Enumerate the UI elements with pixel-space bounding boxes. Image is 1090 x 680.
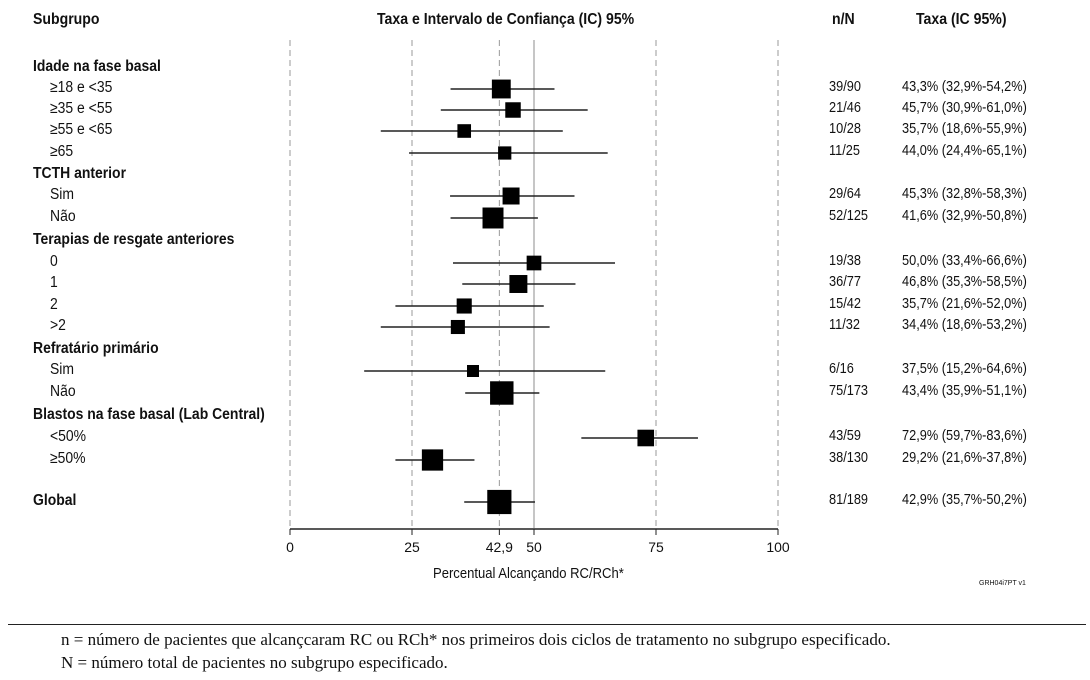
rate-ci: 34,4% (18,6%-53,2%) xyxy=(902,317,1027,333)
rate-ci: 44,0% (24,4%-65,1%) xyxy=(902,143,1027,159)
x-tick-label: 100 xyxy=(766,539,790,555)
rate-ci: 35,7% (21,6%-52,0%) xyxy=(902,296,1027,312)
x-tick-label: 50 xyxy=(526,539,542,555)
rate-ci: 43,4% (35,9%-51,1%) xyxy=(902,383,1027,399)
n-over-N: 10/28 xyxy=(829,121,861,137)
group-label: Terapias de resgate anteriores xyxy=(33,231,235,248)
subgroup-label: 2 xyxy=(50,296,58,313)
rate-ci: 45,3% (32,8%-58,3%) xyxy=(902,186,1027,202)
estimate-marker xyxy=(491,79,511,99)
rate-ci: 41,6% (32,9%-50,8%) xyxy=(902,208,1027,224)
n-over-N: 15/42 xyxy=(829,296,861,312)
rate-ci: 43,3% (32,9%-54,2%) xyxy=(902,79,1027,95)
estimate-marker xyxy=(502,187,520,205)
overall-label: Global xyxy=(33,492,77,509)
n-over-N: 6/16 xyxy=(829,361,854,377)
estimate-marker xyxy=(637,429,655,447)
subgroup-label: <50% xyxy=(50,428,87,445)
header-plot: Taxa e Intervalo de Confiança (IC) 95% xyxy=(377,11,635,28)
subgroup-label: Não xyxy=(50,208,76,225)
n-over-N: 52/125 xyxy=(829,208,869,224)
estimate-marker xyxy=(456,298,472,314)
header-rate: Taxa (IC 95%) xyxy=(916,11,1007,28)
estimate-marker xyxy=(467,365,479,377)
subgroup-label: ≥65 xyxy=(50,143,74,160)
n-over-N: 21/46 xyxy=(829,100,861,116)
group-label: TCTH anterior xyxy=(33,165,127,182)
subgroup-label: >2 xyxy=(50,317,66,334)
x-axis-label: Percentual Alcançando RC/RCh* xyxy=(433,566,624,582)
estimate-marker xyxy=(526,255,542,271)
rate-ci: 50,0% (33,4%-66,6%) xyxy=(902,253,1027,269)
footnote-n: n = número de pacientes que alcançcaram … xyxy=(61,630,891,649)
x-tick-label: 0 xyxy=(286,539,294,555)
x-tick-label: 75 xyxy=(648,539,664,555)
subgroup-label: ≥35 e <55 xyxy=(50,100,113,117)
n-over-N: 43/59 xyxy=(829,428,861,444)
estimate-marker xyxy=(457,124,472,138)
rate-ci: 45,7% (30,9%-61,0%) xyxy=(902,100,1027,116)
estimate-marker xyxy=(509,275,528,293)
estimate-marker xyxy=(505,102,521,118)
group-label: Refratário primário xyxy=(33,340,159,357)
x-tick-label: 25 xyxy=(404,539,420,555)
subgroup-label: Sim xyxy=(50,361,75,378)
n-over-N: 36/77 xyxy=(829,274,861,290)
n-over-N: 11/25 xyxy=(829,143,860,159)
footnote-divider xyxy=(8,624,1086,625)
n-over-N: 75/173 xyxy=(829,383,869,399)
estimate-marker xyxy=(498,146,512,160)
rate-ci: 29,2% (21,6%-37,8%) xyxy=(902,450,1027,466)
rate-ci: 35,7% (18,6%-55,9%) xyxy=(902,121,1027,137)
footnote-N: N = número total de pacientes no subgrup… xyxy=(61,653,448,672)
x-tick-label: 42,9 xyxy=(486,539,513,555)
subgroup-label: ≥18 e <35 xyxy=(50,79,113,96)
n-over-N: 29/64 xyxy=(829,186,861,202)
subgroup-label: ≥50% xyxy=(50,450,86,467)
estimate-marker xyxy=(490,381,514,405)
estimate-marker xyxy=(482,207,504,229)
subgroup-label: 0 xyxy=(50,253,58,270)
forest-plot: 0 25 42,9 50 75 100 xyxy=(286,40,790,555)
n-over-N: 38/130 xyxy=(829,450,869,466)
n-over-N: 81/189 xyxy=(829,492,869,508)
subgroup-label: Não xyxy=(50,383,76,400)
group-label: Idade na fase basal xyxy=(33,58,161,75)
rate-ci: 72,9% (59,7%-83,6%) xyxy=(902,428,1027,444)
n-over-N: 39/90 xyxy=(829,79,861,95)
estimate-marker xyxy=(421,449,444,471)
figure-code: GRH04i7PT v1 xyxy=(979,580,1026,587)
n-over-N: 11/32 xyxy=(829,317,860,333)
subgroup-label: 1 xyxy=(50,274,58,291)
header-nN: n/N xyxy=(832,11,855,28)
estimate-marker xyxy=(450,319,465,335)
subgroup-label: ≥55 e <65 xyxy=(50,121,113,138)
rate-ci: 42,9% (35,7%-50,2%) xyxy=(902,492,1027,508)
rate-ci: 37,5% (15,2%-64,6%) xyxy=(902,361,1027,377)
rate-ci: 46,8% (35,3%-58,5%) xyxy=(902,274,1027,290)
group-label: Blastos na fase basal (Lab Central) xyxy=(33,406,265,423)
header-subgroup: Subgrupo xyxy=(33,11,100,28)
n-over-N: 19/38 xyxy=(829,253,861,269)
estimate-marker xyxy=(487,489,512,515)
subgroup-label: Sim xyxy=(50,186,75,203)
